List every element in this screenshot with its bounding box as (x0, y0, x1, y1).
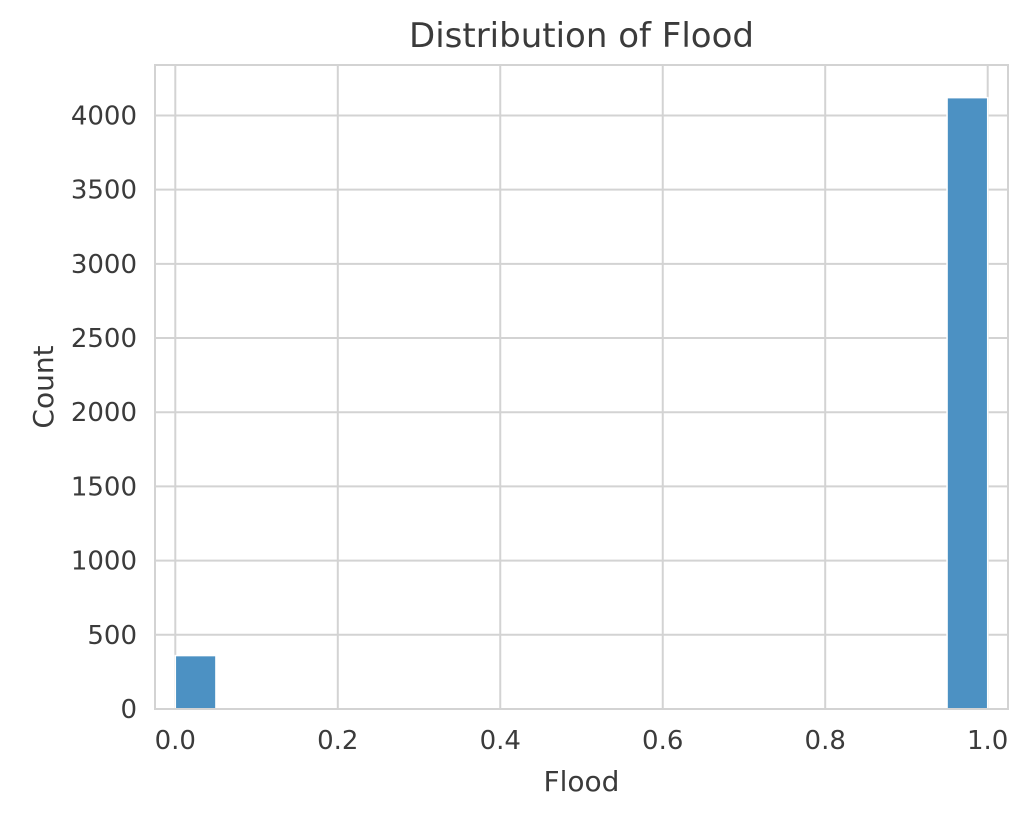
x-tick-label: 1.0 (967, 726, 1008, 756)
bars (174, 96, 989, 710)
y-tick-label: 2500 (71, 324, 137, 354)
y-tick-label: 3500 (71, 176, 137, 206)
chart-title: Distribution of Flood (409, 16, 754, 56)
y-tick-label: 4000 (71, 101, 137, 131)
y-tick-label: 1000 (71, 547, 137, 577)
y-axis-ticks: 0 500 1000 1500 2000 2500 3000 3500 4000 (71, 101, 137, 725)
x-axis-ticks: 0.0 0.2 0.4 0.6 0.8 1.0 (155, 726, 1009, 756)
plot-frame (154, 64, 1009, 710)
plot-area (155, 65, 1008, 709)
x-tick-label: 0.0 (155, 726, 196, 756)
y-tick-label: 500 (87, 621, 137, 651)
x-tick-label: 0.8 (805, 726, 846, 756)
y-tick-label: 3000 (71, 250, 137, 280)
y-tick-label: 2000 (71, 398, 137, 428)
x-axis-label: Flood (544, 765, 620, 798)
histogram-bar (174, 654, 217, 710)
x-tick-label: 0.2 (317, 726, 358, 756)
y-tick-label: 0 (120, 695, 137, 725)
histogram-bar (946, 96, 989, 710)
x-tick-label: 0.6 (642, 726, 683, 756)
y-axis-label: Count (27, 345, 60, 428)
y-tick-label: 1500 (71, 472, 137, 502)
x-tick-label: 0.4 (480, 726, 521, 756)
